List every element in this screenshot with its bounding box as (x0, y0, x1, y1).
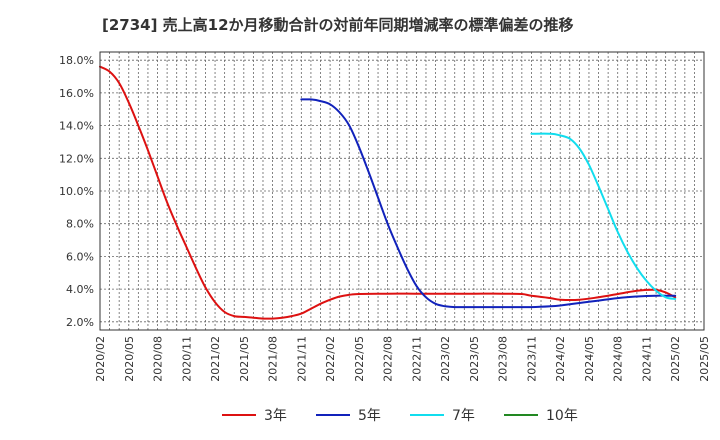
y-tick-label: 14.0% (59, 120, 94, 133)
legend-item-10y: 10年 (504, 404, 578, 426)
y-tick-label: 18.0% (59, 54, 94, 67)
x-tick-label: 2025/02 (669, 336, 682, 382)
x-tick-label: 2020/02 (94, 336, 107, 382)
y-tick-label: 4.0% (66, 283, 94, 296)
line-chart: 2.0% 4.0% 6.0% 8.0% 10.0% 12.0% 14.0% 16.0% 18.0… (59, 51, 711, 382)
legend-item-5y: 5年 (316, 404, 381, 426)
x-tick-label: 2021/05 (238, 336, 251, 382)
x-tick-label: 2021/02 (209, 336, 222, 382)
x-tick-label: 2024/05 (583, 336, 596, 382)
x-tick-label: 2025/05 (698, 336, 711, 382)
chart-title: [2734] 売上高12か月移動合計の対前年同期増減率の標準偏差の推移 (102, 16, 574, 34)
legend-label-3y: 3年 (264, 408, 287, 424)
legend-label-7y: 7年 (452, 408, 475, 424)
chart-legend: 3年 5年 7年 10年 (0, 404, 720, 428)
legend-label-10y: 10年 (546, 408, 578, 424)
series-line-7年 (530, 132, 677, 300)
y-tick-label: 10.0% (59, 185, 94, 198)
legend-swatch-7y (410, 414, 444, 416)
x-tick-label: 2022/08 (382, 336, 395, 382)
legend-label-5y: 5年 (358, 408, 381, 424)
x-axis-tick-labels: 2020/02 2020/05 2020/08 2020/11 2021/02 2021/… (94, 336, 711, 382)
y-tick-label: 2.0% (66, 316, 94, 329)
x-tick-label: 2023/08 (497, 336, 510, 382)
x-tick-label: 2024/02 (554, 336, 567, 382)
x-tick-label: 2024/08 (612, 336, 625, 382)
x-tick-label: 2020/11 (180, 336, 193, 382)
x-tick-label: 2023/11 (525, 336, 538, 382)
x-tick-label: 2021/08 (267, 336, 280, 382)
x-tick-label: 2022/05 (353, 336, 366, 382)
legend-item-3y: 3年 (222, 404, 287, 426)
legend-swatch-5y (316, 414, 350, 416)
series-lines (99, 65, 677, 320)
x-tick-label: 2020/05 (123, 336, 136, 382)
x-tick-label: 2021/11 (295, 336, 308, 382)
y-tick-label: 8.0% (66, 218, 94, 231)
legend-swatch-10y (504, 414, 538, 416)
legend-swatch-3y (222, 414, 256, 416)
y-tick-label: 12.0% (59, 152, 94, 165)
plot-frame (99, 51, 705, 331)
x-tick-label: 2024/11 (640, 336, 653, 382)
series-line-5年 (300, 98, 677, 309)
x-tick-label: 2020/08 (152, 336, 165, 382)
y-tick-label: 16.0% (59, 87, 94, 100)
x-tick-label: 2023/05 (468, 336, 481, 382)
x-tick-label: 2023/02 (439, 336, 452, 382)
x-tick-label: 2022/11 (410, 336, 423, 382)
legend-item-7y: 7年 (410, 404, 475, 426)
series-line-3年 (99, 65, 677, 320)
y-axis-tick-labels: 2.0% 4.0% 6.0% 8.0% 10.0% 12.0% 14.0% 16.0% 18.0… (59, 54, 94, 329)
x-tick-label: 2022/02 (324, 336, 337, 382)
y-tick-label: 6.0% (66, 250, 94, 263)
